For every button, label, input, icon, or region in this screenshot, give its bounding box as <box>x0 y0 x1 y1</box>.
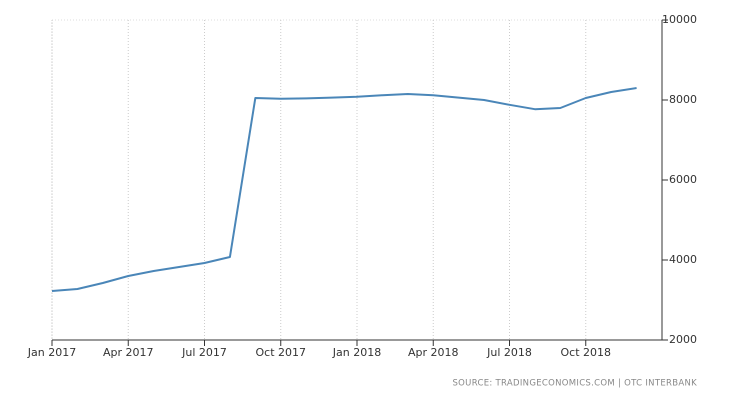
y-tick-label: 8000 <box>669 93 697 106</box>
x-tick-label: Oct 2018 <box>560 346 611 359</box>
y-tick-label: 6000 <box>669 173 697 186</box>
y-tick-label: 4000 <box>669 253 697 266</box>
y-tick-label: 2000 <box>669 333 697 346</box>
x-tick-label: Oct 2017 <box>255 346 306 359</box>
source-note: SOURCE: TRADINGECONOMICS.COM | OTC INTER… <box>452 379 697 389</box>
x-tick-label: Jul 2017 <box>181 346 227 359</box>
x-tick-label: Jan 2017 <box>27 346 76 359</box>
x-tick-label: Apr 2018 <box>408 346 459 359</box>
y-tick-label: 10000 <box>662 13 697 26</box>
x-tick-label: Apr 2017 <box>103 346 154 359</box>
data-line <box>51 87 637 292</box>
x-tick-label: Jul 2018 <box>486 346 532 359</box>
x-tick-label: Jan 2018 <box>332 346 381 359</box>
